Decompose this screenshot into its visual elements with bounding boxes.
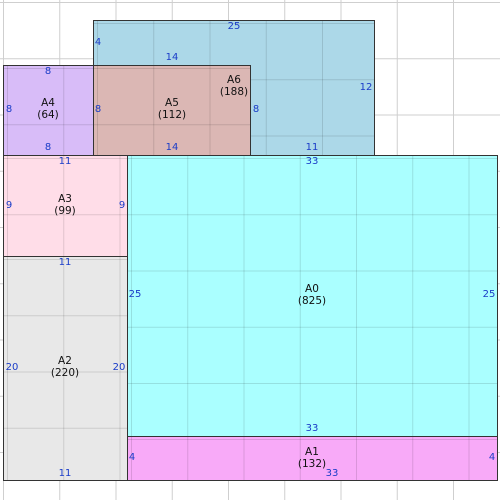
rect-a2 bbox=[3, 256, 128, 481]
rect-a6-name: A6 bbox=[227, 74, 241, 86]
rect-a3-left-height: 9 bbox=[5, 200, 13, 211]
rect-a4-area: (64) bbox=[37, 109, 59, 121]
rect-a0-top-width: 33 bbox=[305, 156, 319, 167]
rect-a0-bottom-width: 33 bbox=[305, 423, 319, 434]
rect-a3-label: A3 (99) bbox=[54, 193, 76, 217]
rect-a2-right-height: 20 bbox=[112, 362, 126, 373]
rect-a3-bottom-width: 11 bbox=[58, 257, 72, 268]
rect-a2-left-height: 20 bbox=[5, 362, 19, 373]
rect-a1-area: (132) bbox=[297, 458, 327, 470]
rect-a4-label: A4 (64) bbox=[37, 97, 59, 121]
rect-a5 bbox=[93, 65, 251, 156]
rect-a1-right-height: 4 bbox=[488, 452, 496, 463]
rect-a1 bbox=[127, 436, 498, 481]
rect-a2-area: (220) bbox=[50, 367, 80, 379]
rect-a4-name: A4 bbox=[41, 97, 55, 109]
rect-a0 bbox=[127, 155, 498, 437]
rect-a4-bottom-width: 8 bbox=[44, 142, 52, 153]
rect-a5-label: A5 (112) bbox=[158, 97, 186, 121]
rect-a2-name: A2 bbox=[58, 355, 72, 367]
rect-a3-name: A3 bbox=[58, 193, 72, 205]
rect-a2-bottom-width: 11 bbox=[58, 468, 72, 479]
rect-a3-right-height: 9 bbox=[118, 200, 126, 211]
rect-a1-bottom-width: 33 bbox=[325, 468, 339, 479]
rect-a5-area: (112) bbox=[157, 109, 187, 121]
rect-a6-top-inner-width: 14 bbox=[165, 52, 179, 63]
rect-a6-area: (188) bbox=[219, 86, 249, 98]
rect-a4-right-height: 8 bbox=[94, 104, 102, 115]
rect-a6-inner-height: 8 bbox=[252, 104, 260, 115]
rect-a1-name: A1 bbox=[305, 446, 319, 458]
rect-a6-top-width: 25 bbox=[227, 21, 241, 32]
rect-a2-label: A2 (220) bbox=[51, 355, 79, 379]
rect-a3-top-width: 11 bbox=[58, 156, 72, 167]
rect-a6-right-height: 12 bbox=[359, 82, 373, 93]
rect-a0-label: A0 (825) bbox=[298, 283, 326, 307]
rect-a4-top-width: 8 bbox=[44, 66, 52, 77]
rect-a3 bbox=[3, 155, 128, 257]
rect-a6-label: A6 (188) bbox=[220, 74, 248, 98]
rect-a0-name: A0 bbox=[305, 283, 319, 295]
rect-a1-left-height: 4 bbox=[128, 452, 136, 463]
rect-a1-label: A1 (132) bbox=[298, 446, 326, 470]
rect-a4-left-height: 8 bbox=[5, 104, 13, 115]
rect-a6-left-height: 4 bbox=[94, 37, 102, 48]
rect-a0-area: (825) bbox=[297, 295, 327, 307]
rect-a5-bottom-width: 14 bbox=[165, 142, 179, 153]
rect-a5-name: A5 bbox=[165, 97, 179, 109]
rect-a0-left-height: 25 bbox=[128, 289, 142, 300]
rect-a6-bottom-width: 11 bbox=[305, 142, 319, 153]
rect-a3-area: (99) bbox=[54, 205, 76, 217]
rect-a0-right-height: 25 bbox=[482, 289, 496, 300]
